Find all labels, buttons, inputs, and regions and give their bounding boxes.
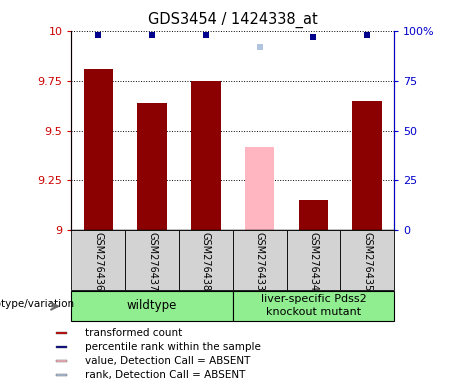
Bar [56,332,67,334]
Bar [233,230,287,290]
Bar [83,69,113,230]
Text: percentile rank within the sample: percentile rank within the sample [85,342,261,352]
Bar [56,359,67,362]
Text: wildtype: wildtype [127,299,177,312]
Bar [71,291,233,321]
Bar [71,230,125,290]
Bar [233,291,394,321]
Text: GSM276433: GSM276433 [254,232,265,291]
Bar [191,81,221,230]
Bar [299,200,328,230]
Bar [287,230,340,290]
Bar [245,147,274,230]
Text: liver-specific Pdss2
knockout mutant: liver-specific Pdss2 knockout mutant [260,295,366,317]
Text: GSM276434: GSM276434 [308,232,319,291]
Bar [137,103,167,230]
Text: rank, Detection Call = ABSENT: rank, Detection Call = ABSENT [85,370,246,380]
Text: GSM276438: GSM276438 [201,232,211,291]
Text: GSM276437: GSM276437 [147,232,157,291]
Text: transformed count: transformed count [85,328,183,338]
Text: GSM276436: GSM276436 [93,232,103,291]
Text: value, Detection Call = ABSENT: value, Detection Call = ABSENT [85,356,251,366]
Bar [353,101,382,230]
Bar [179,230,233,290]
Bar [340,230,394,290]
Text: genotype/variation: genotype/variation [0,299,75,309]
Bar [125,230,179,290]
Bar [56,374,67,376]
Bar [56,346,67,348]
Title: GDS3454 / 1424338_at: GDS3454 / 1424338_at [148,12,318,28]
Text: GSM276435: GSM276435 [362,232,372,291]
